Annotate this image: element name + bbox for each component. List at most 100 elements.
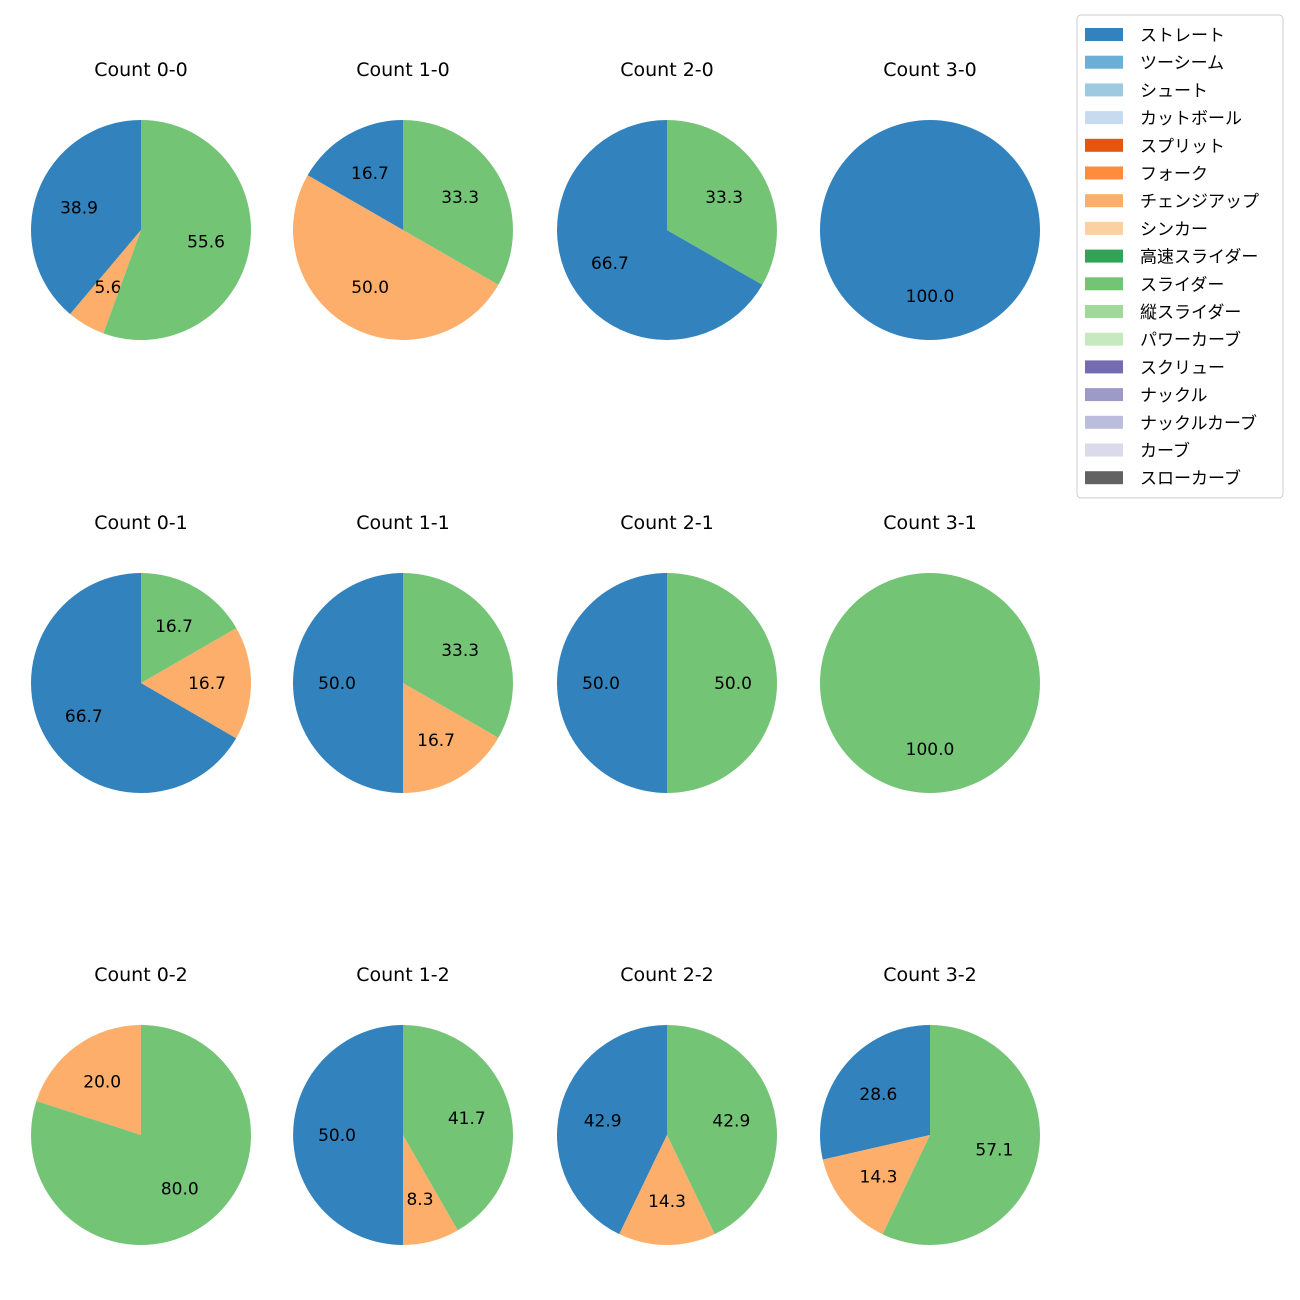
legend-item: シンカー — [1085, 220, 1208, 240]
pie-count-2-1: Count 2-1 50.0 50.0 — [557, 512, 777, 793]
legend-item: ストレート — [1085, 26, 1225, 46]
legend-swatch — [1085, 28, 1123, 41]
pie-slice-label: 20.0 — [83, 1073, 121, 1093]
pie-slice-label: 38.9 — [60, 198, 98, 218]
pie-slice-label: 5.6 — [94, 278, 121, 298]
pie-title: Count 3-2 — [883, 964, 977, 986]
legend-swatch — [1085, 305, 1123, 318]
legend-item: カットボール — [1085, 109, 1242, 129]
pie-slice — [820, 573, 1040, 793]
pie-slice — [30, 120, 141, 315]
pie-title: Count 0-0 — [94, 59, 188, 81]
pie-count-3-1: Count 3-1 100.0 — [820, 512, 1040, 793]
pie-slice-label: 66.7 — [591, 254, 629, 274]
legend-frame — [1076, 14, 1284, 499]
pie-slice — [403, 683, 499, 793]
legend-swatch — [1085, 138, 1123, 152]
legend-label: フォーク — [1140, 165, 1208, 185]
pie-slice — [141, 628, 252, 739]
pie-slice — [882, 1025, 1040, 1245]
legend-label: シンカー — [1140, 220, 1208, 240]
pie-slice — [403, 120, 514, 285]
pie-title: Count 2-2 — [620, 964, 714, 986]
pie-slice-label: 42.9 — [712, 1111, 750, 1131]
legend-item: カーブ — [1085, 441, 1190, 462]
pie-slice — [667, 573, 777, 793]
legend-label: ナックルカーブ — [1140, 413, 1257, 434]
pie-slice-label: 16.7 — [155, 617, 193, 637]
legend-item: シュート — [1085, 81, 1208, 101]
pie-slice — [667, 120, 777, 285]
pie-slice — [403, 1025, 513, 1231]
pie-slice-label: 14.3 — [860, 1167, 898, 1187]
pie-slice-label: 16.7 — [351, 164, 389, 184]
legend-swatch — [1085, 332, 1123, 346]
pie-title: Count 1-1 — [356, 512, 450, 534]
legend-label: スプリット — [1140, 137, 1225, 157]
pie-slice — [557, 573, 667, 793]
pie-slice-label: 50.0 — [318, 674, 356, 694]
pie-slice — [556, 1025, 667, 1235]
legend-label: スローカーブ — [1140, 468, 1241, 489]
pie-slice — [30, 1025, 251, 1245]
legend-item: ツーシーム — [1085, 54, 1224, 74]
legend-swatch — [1085, 83, 1123, 97]
legend-item: 高速スライダー — [1085, 248, 1258, 268]
legend-item: パワーカーブ — [1085, 330, 1241, 351]
pie-slice — [293, 1025, 403, 1245]
pie-count-1-1: Count 1-1 50.0 16.7 33.3 — [293, 512, 514, 793]
pie-count-0-2: Count 0-2 20.0 80.0 — [30, 964, 251, 1245]
legend-swatch — [1085, 415, 1123, 429]
legend-item: スプリット — [1085, 137, 1225, 157]
pie-slice — [556, 120, 763, 340]
pie-slice-label: 14.3 — [648, 1192, 686, 1212]
legend-label: チェンジアップ — [1140, 192, 1259, 212]
pie-slice-label: 28.6 — [859, 1085, 897, 1105]
legend-item: スライダー — [1085, 275, 1224, 295]
legend-label: ナックル — [1140, 386, 1208, 406]
legend-swatch — [1085, 55, 1123, 69]
pie-slice-label: 66.7 — [65, 707, 103, 727]
pie-slice — [403, 573, 514, 738]
legend-swatch — [1085, 249, 1123, 263]
pie-slice — [667, 1025, 777, 1235]
pie-title: Count 3-1 — [883, 512, 977, 534]
pie-slice — [141, 573, 237, 683]
legend-label: ツーシーム — [1140, 54, 1224, 74]
legend: ストレートツーシームシュートカットボールスプリットフォークチェンジアップシンカー… — [1076, 14, 1284, 499]
pie-title: Count 1-0 — [356, 59, 450, 81]
legend-swatch — [1085, 277, 1123, 291]
pie-count-0-1: Count 0-1 66.7 16.7 16.7 — [31, 512, 252, 793]
legend-item: チェンジアップ — [1085, 192, 1259, 212]
pie-count-2-0: Count 2-0 66.7 33.3 — [556, 59, 777, 340]
pie-slice — [293, 573, 403, 793]
legend-item: ナックル — [1085, 386, 1208, 406]
pie-title: Count 2-1 — [620, 512, 714, 534]
pie-slice-label: 100.0 — [906, 740, 955, 760]
pie-slice-label: 41.7 — [448, 1109, 486, 1129]
legend-swatch — [1085, 360, 1123, 374]
pie-slice-label: 100.0 — [906, 287, 955, 307]
legend-label: パワーカーブ — [1140, 330, 1241, 351]
legend-item: スローカーブ — [1085, 468, 1241, 489]
pie-slice — [293, 175, 499, 340]
pie-count-2-2: Count 2-2 42.9 14.3 42.9 — [556, 964, 777, 1245]
pie-slice-label: 80.0 — [161, 1179, 199, 1199]
pie-slice — [103, 120, 251, 340]
legend-swatch — [1085, 111, 1123, 125]
pie-slice-label: 50.0 — [714, 674, 752, 694]
pie-slice — [403, 1135, 458, 1245]
pie-slice — [619, 1135, 715, 1245]
pie-count-0-0: Count 0-0 38.9 5.6 55.6 — [30, 59, 251, 340]
pie-slice-label: 16.7 — [188, 674, 226, 694]
pie-slice — [70, 230, 141, 334]
legend-swatch — [1085, 166, 1123, 180]
pie-slice-label: 33.3 — [705, 188, 743, 208]
legend-item: ナックルカーブ — [1085, 413, 1257, 434]
legend-label: 縦スライダー — [1140, 303, 1241, 323]
legend-label: カーブ — [1140, 441, 1190, 462]
legend-item: スクリュー — [1085, 358, 1225, 378]
legend-swatch — [1085, 471, 1123, 485]
pie-slice-label: 33.3 — [441, 641, 479, 661]
